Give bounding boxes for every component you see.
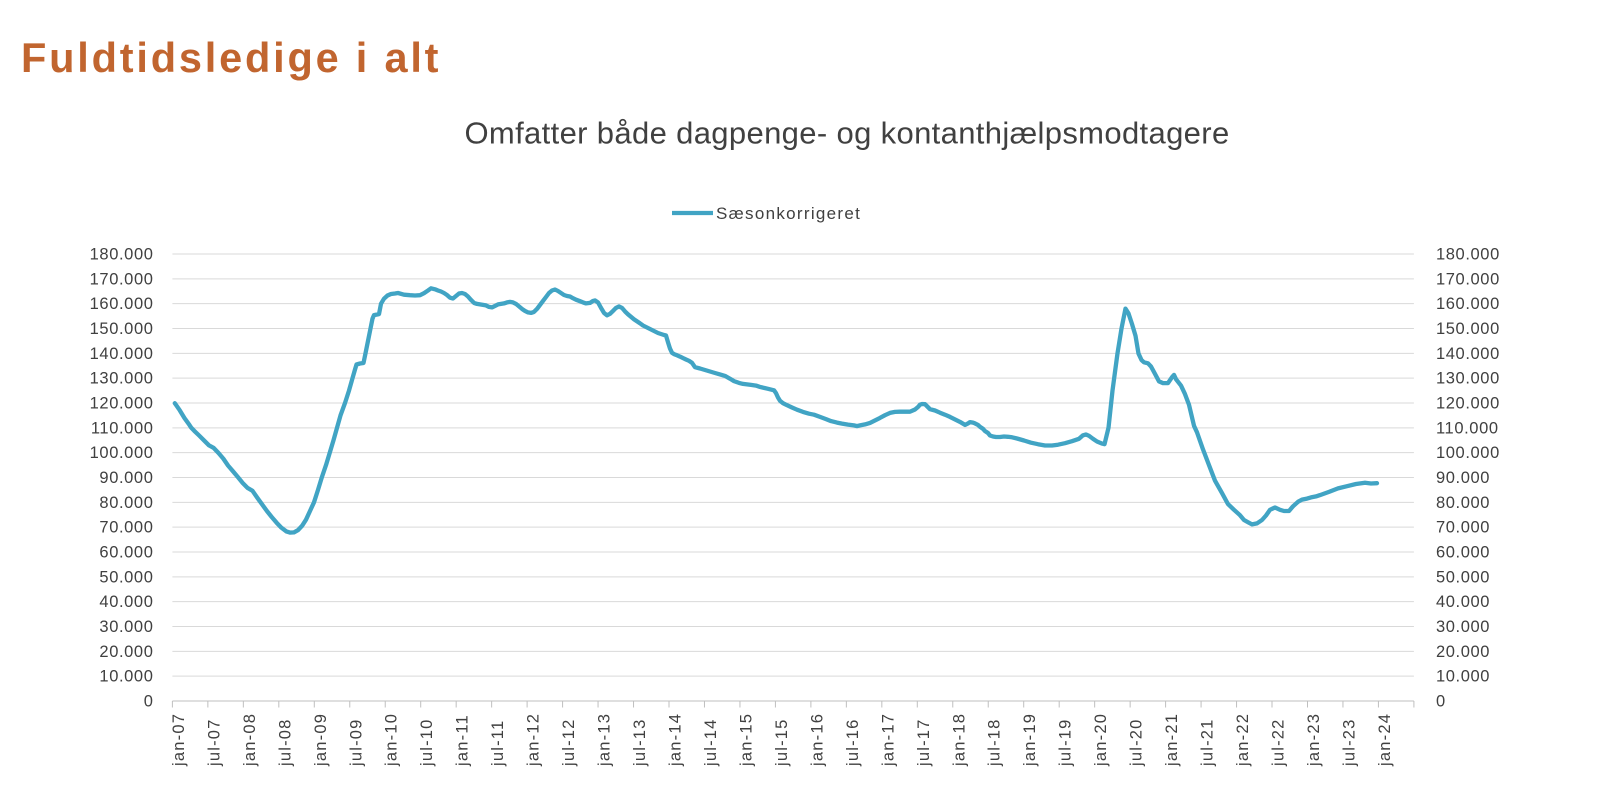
svg-text:jul-19: jul-19 bbox=[1057, 718, 1075, 767]
svg-text:jul-07: jul-07 bbox=[205, 718, 223, 767]
svg-text:40.000: 40.000 bbox=[1436, 593, 1490, 611]
svg-text:100.000: 100.000 bbox=[90, 444, 154, 462]
svg-text:40.000: 40.000 bbox=[99, 593, 153, 611]
svg-text:jul-10: jul-10 bbox=[418, 718, 436, 767]
svg-text:130.000: 130.000 bbox=[1436, 370, 1500, 388]
svg-text:0: 0 bbox=[144, 693, 154, 711]
svg-text:120.000: 120.000 bbox=[90, 395, 154, 413]
svg-text:90.000: 90.000 bbox=[99, 469, 153, 487]
svg-text:jan-16: jan-16 bbox=[808, 713, 826, 767]
svg-text:jan-15: jan-15 bbox=[737, 713, 755, 767]
svg-text:60.000: 60.000 bbox=[99, 544, 153, 562]
svg-text:80.000: 80.000 bbox=[1436, 494, 1490, 512]
svg-text:160.000: 160.000 bbox=[90, 295, 154, 313]
svg-text:20.000: 20.000 bbox=[99, 643, 153, 661]
svg-text:Omfatter både dagpenge- og kon: Omfatter både dagpenge- og kontanthjælps… bbox=[464, 116, 1229, 151]
svg-text:jul-11: jul-11 bbox=[489, 720, 507, 767]
svg-text:jan-21: jan-21 bbox=[1163, 713, 1181, 767]
svg-text:120.000: 120.000 bbox=[1436, 395, 1500, 413]
svg-text:jan-18: jan-18 bbox=[950, 713, 968, 767]
svg-text:0: 0 bbox=[1436, 693, 1446, 711]
svg-text:170.000: 170.000 bbox=[1436, 270, 1500, 288]
svg-text:jan-09: jan-09 bbox=[312, 713, 330, 767]
svg-text:140.000: 140.000 bbox=[90, 345, 154, 363]
svg-text:150.000: 150.000 bbox=[1436, 320, 1500, 338]
svg-text:jul-16: jul-16 bbox=[844, 718, 862, 767]
svg-text:jan-20: jan-20 bbox=[1092, 713, 1110, 767]
svg-text:jan-10: jan-10 bbox=[383, 713, 401, 767]
svg-text:50.000: 50.000 bbox=[99, 568, 153, 586]
svg-text:jul-12: jul-12 bbox=[560, 718, 578, 767]
svg-text:170.000: 170.000 bbox=[90, 270, 154, 288]
svg-text:jul-20: jul-20 bbox=[1128, 718, 1146, 767]
svg-text:jan-17: jan-17 bbox=[879, 713, 897, 767]
svg-text:jan-13: jan-13 bbox=[596, 713, 614, 767]
svg-text:90.000: 90.000 bbox=[1436, 469, 1490, 487]
svg-text:100.000: 100.000 bbox=[1436, 444, 1500, 462]
svg-text:70.000: 70.000 bbox=[99, 519, 153, 537]
svg-text:jul-23: jul-23 bbox=[1340, 718, 1358, 767]
svg-text:Sæsonkorrigeret: Sæsonkorrigeret bbox=[716, 204, 861, 223]
svg-text:jul-21: jul-21 bbox=[1199, 718, 1217, 767]
svg-text:jul-14: jul-14 bbox=[702, 718, 720, 767]
svg-text:20.000: 20.000 bbox=[1436, 643, 1490, 661]
svg-text:10.000: 10.000 bbox=[99, 668, 153, 686]
svg-text:70.000: 70.000 bbox=[1436, 519, 1490, 537]
svg-text:jul-15: jul-15 bbox=[773, 718, 791, 767]
svg-text:80.000: 80.000 bbox=[99, 494, 153, 512]
svg-text:140.000: 140.000 bbox=[1436, 345, 1500, 363]
svg-text:10.000: 10.000 bbox=[1436, 668, 1490, 686]
svg-text:150.000: 150.000 bbox=[90, 320, 154, 338]
svg-text:jul-09: jul-09 bbox=[347, 718, 365, 767]
svg-text:jul-18: jul-18 bbox=[986, 718, 1004, 767]
svg-text:jan-19: jan-19 bbox=[1021, 713, 1039, 767]
svg-text:jul-22: jul-22 bbox=[1270, 718, 1288, 767]
svg-text:jan-08: jan-08 bbox=[241, 713, 259, 767]
svg-text:jan-12: jan-12 bbox=[525, 713, 543, 767]
svg-text:jan-22: jan-22 bbox=[1234, 713, 1252, 767]
svg-text:Fuldtidsledige i alt: Fuldtidsledige i alt bbox=[21, 34, 441, 81]
svg-text:jul-13: jul-13 bbox=[631, 718, 649, 767]
svg-text:180.000: 180.000 bbox=[90, 246, 154, 264]
svg-text:jan-07: jan-07 bbox=[170, 713, 188, 767]
svg-text:130.000: 130.000 bbox=[90, 370, 154, 388]
svg-text:jul-17: jul-17 bbox=[915, 718, 933, 767]
svg-text:30.000: 30.000 bbox=[1436, 618, 1490, 636]
svg-text:jan-24: jan-24 bbox=[1376, 713, 1394, 767]
svg-text:jan-11: jan-11 bbox=[454, 714, 472, 767]
svg-text:50.000: 50.000 bbox=[1436, 568, 1490, 586]
svg-text:jul-08: jul-08 bbox=[276, 718, 294, 767]
svg-text:jan-14: jan-14 bbox=[667, 713, 685, 767]
svg-text:30.000: 30.000 bbox=[99, 618, 153, 636]
svg-text:110.000: 110.000 bbox=[1436, 419, 1499, 437]
svg-text:60.000: 60.000 bbox=[1436, 544, 1490, 562]
svg-text:110.000: 110.000 bbox=[91, 419, 154, 437]
svg-text:jan-23: jan-23 bbox=[1305, 713, 1323, 767]
svg-text:180.000: 180.000 bbox=[1436, 246, 1500, 264]
svg-text:160.000: 160.000 bbox=[1436, 295, 1500, 313]
